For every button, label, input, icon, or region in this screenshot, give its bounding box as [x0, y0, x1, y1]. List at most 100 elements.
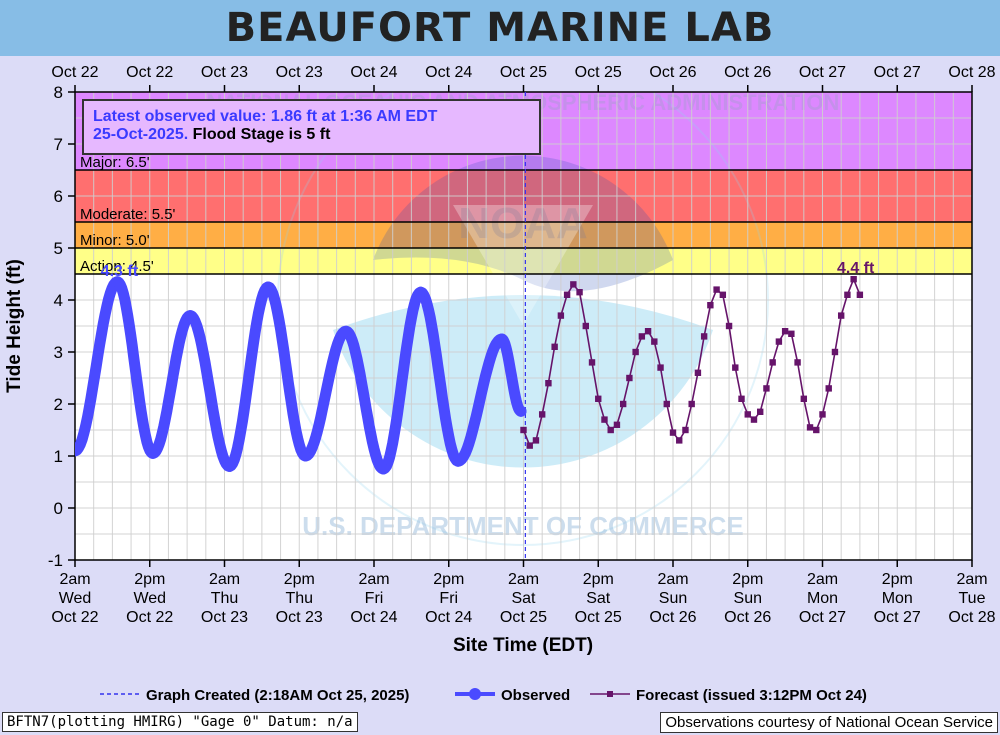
forecast-point — [769, 359, 776, 366]
forecast-point — [545, 380, 552, 387]
top-tick-label: Oct 24 — [425, 64, 472, 81]
observed-point — [299, 450, 311, 462]
forecast-point — [719, 291, 727, 298]
tide-chart: NOAANATIONAL OCEANIC AND ATMOSPHERIC ADM… — [4, 64, 996, 704]
forecast-point — [607, 426, 614, 434]
legend-forecast-marker — [607, 691, 613, 697]
forecast-point — [582, 322, 589, 330]
forecast-point — [588, 359, 596, 366]
forecast-point — [632, 348, 639, 356]
info-latest: Latest observed value: 1.86 ft at 1:36 A… — [93, 108, 438, 125]
forecast-point — [669, 429, 677, 436]
forecast-point — [794, 359, 801, 366]
forecast-point — [638, 333, 646, 340]
info-flood-stage: Flood Stage is 5 ft — [188, 126, 331, 143]
forecast-point — [619, 400, 627, 408]
bottom-tick-label: Oct 24 — [350, 609, 397, 626]
bottom-tick-label: Oct 24 — [425, 609, 472, 626]
forecast-point — [676, 437, 683, 444]
forecast-point — [837, 312, 845, 319]
legend-observed: Observed — [501, 687, 570, 704]
observed-point — [223, 460, 235, 472]
observed-point — [184, 310, 196, 322]
observed-point — [415, 286, 427, 298]
forecast-point — [800, 395, 808, 402]
bottom-tick-label: Sat — [586, 590, 611, 607]
bottom-tick-label: Oct 22 — [51, 609, 98, 626]
y-tick-label: 4 — [54, 291, 63, 310]
y-tick-label: 7 — [54, 135, 63, 154]
observed-point — [377, 463, 389, 475]
top-tick-label: Oct 25 — [500, 64, 547, 81]
top-tick-label: Oct 27 — [799, 64, 846, 81]
data-credit: Observations courtesy of National Ocean … — [660, 712, 998, 733]
bottom-tick-label: 2pm — [882, 571, 913, 588]
bottom-tick-label: 2am — [956, 571, 987, 588]
bottom-tick-label: Fri — [365, 590, 384, 607]
observed-point — [75, 445, 81, 457]
forecast-point — [844, 291, 851, 298]
info-box — [82, 99, 541, 155]
top-tick-label: Oct 24 — [350, 64, 397, 81]
peak-annotation: 4.3 ft — [101, 263, 139, 280]
peak-annotation: 4.4 ft — [837, 260, 875, 277]
forecast-point — [725, 322, 733, 330]
forecast-point — [651, 338, 658, 345]
forecast-point — [532, 437, 540, 444]
top-tick-label: Oct 22 — [126, 64, 173, 81]
forecast-point — [626, 374, 633, 382]
bottom-tick-label: Oct 27 — [874, 609, 921, 626]
forecast-point — [557, 312, 565, 319]
y-tick-label: 2 — [54, 395, 63, 414]
forecast-point — [738, 395, 745, 402]
y-axis-label: Tide Height (ft) — [4, 259, 25, 393]
forecast-point — [850, 276, 857, 283]
forecast-point — [788, 330, 795, 337]
legend-forecast: Forecast (issued 3:12PM Oct 24) — [636, 687, 867, 704]
top-tick-label: Oct 23 — [201, 64, 248, 81]
observed-point — [262, 281, 274, 293]
y-tick-label: 1 — [54, 447, 63, 466]
forecast-point — [694, 369, 702, 376]
forecast-point — [813, 426, 820, 434]
forecast-point — [713, 286, 720, 293]
forecast-point — [551, 343, 558, 350]
bottom-tick-label: Oct 23 — [276, 609, 323, 626]
bottom-tick-label: Oct 22 — [126, 609, 173, 626]
forecast-point — [700, 333, 708, 340]
bottom-tick-label: Oct 28 — [948, 609, 995, 626]
flood-band-label: Action: 4.5' — [80, 258, 154, 275]
legend-observed-marker — [469, 688, 481, 700]
y-tick-label: 5 — [54, 239, 63, 258]
observed-point — [496, 333, 508, 345]
info-date: 25-Oct-2025. — [93, 126, 188, 143]
bottom-tick-label: Thu — [211, 590, 239, 607]
bottom-tick-label: Oct 27 — [799, 609, 846, 626]
bottom-tick-label: Oct 23 — [201, 609, 248, 626]
forecast-point — [744, 411, 751, 418]
forecast-point — [657, 364, 664, 371]
bottom-tick-label: Wed — [59, 590, 92, 607]
bottom-tick-label: Fri — [439, 590, 458, 607]
bottom-tick-label: 2am — [657, 571, 688, 588]
forecast-point — [538, 411, 546, 418]
observed-point — [515, 405, 527, 417]
bottom-tick-label: 2pm — [732, 571, 763, 588]
flood-band-label: Moderate: 5.5' — [80, 206, 176, 223]
bottom-tick-label: 2pm — [134, 571, 165, 588]
page-header: BEAUFORT MARINE LAB — [0, 0, 1000, 56]
forecast-point — [763, 385, 770, 392]
bottom-tick-label: 2am — [508, 571, 539, 588]
bottom-tick-label: Mon — [807, 590, 838, 607]
bottom-tick-label: Wed — [133, 590, 166, 607]
forecast-point — [806, 424, 814, 431]
top-tick-label: Oct 27 — [874, 64, 921, 81]
forecast-point — [831, 348, 839, 356]
forecast-point — [563, 291, 571, 298]
y-tick-label: 6 — [54, 187, 63, 206]
observed-point — [147, 447, 159, 459]
bottom-tick-label: 2am — [209, 571, 240, 588]
bottom-tick-label: Sun — [734, 590, 762, 607]
observed-point — [111, 276, 123, 288]
bottom-tick-label: 2pm — [284, 571, 315, 588]
